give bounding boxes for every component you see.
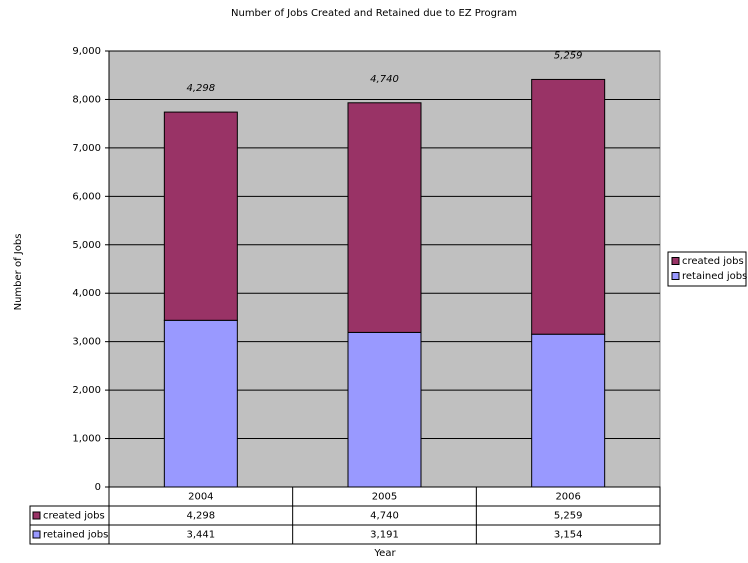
table-row-label: created jobs bbox=[43, 511, 105, 522]
legend-swatch bbox=[671, 272, 680, 280]
table-cell: 3,154 bbox=[554, 530, 583, 541]
table-row-label: retained jobs bbox=[43, 530, 108, 541]
table-cell: 3,441 bbox=[187, 530, 216, 541]
x-tick-label: 2005 bbox=[372, 492, 397, 503]
y-tick-label: 9,000 bbox=[72, 46, 101, 57]
legend-swatch bbox=[671, 257, 680, 265]
x-tick-label: 2004 bbox=[188, 492, 213, 503]
y-tick-label: 6,000 bbox=[72, 191, 101, 202]
table-cell: 4,298 bbox=[187, 511, 216, 522]
chart-title: Number of Jobs Created and Retained due … bbox=[231, 8, 517, 19]
y-tick-label: 2,000 bbox=[72, 385, 101, 396]
legend-label: retained jobs bbox=[682, 271, 747, 282]
bar-segment bbox=[531, 78, 606, 335]
bar-segment bbox=[531, 333, 606, 488]
legend-label: created jobs bbox=[682, 256, 744, 267]
table-swatch bbox=[32, 530, 41, 539]
y-tick-label: 4,000 bbox=[72, 288, 101, 299]
y-tick-label: 7,000 bbox=[72, 143, 101, 154]
y-tick-label: 1,000 bbox=[72, 434, 101, 445]
bar-segment bbox=[347, 331, 422, 488]
x-axis-title: Year bbox=[373, 548, 396, 559]
bar-segment bbox=[347, 102, 422, 333]
table-cell: 5,259 bbox=[554, 511, 583, 522]
y-tick-label: 0 bbox=[95, 482, 101, 493]
y-tick-label: 8,000 bbox=[72, 94, 101, 105]
legend-box bbox=[667, 251, 747, 287]
data-label: 5,259 bbox=[554, 50, 583, 61]
y-axis-title: Number of Jobs bbox=[13, 234, 24, 311]
bar-segment bbox=[163, 319, 238, 488]
data-label: 4,298 bbox=[187, 83, 216, 94]
y-tick-label: 5,000 bbox=[72, 240, 101, 251]
bar-segment bbox=[163, 111, 238, 321]
table-cell: 3,191 bbox=[370, 530, 399, 541]
x-tick-label: 2006 bbox=[555, 492, 580, 503]
data-label: 4,740 bbox=[370, 74, 399, 85]
table-cell: 4,740 bbox=[370, 511, 399, 522]
table-swatch bbox=[32, 511, 41, 520]
y-tick-label: 3,000 bbox=[72, 337, 101, 348]
